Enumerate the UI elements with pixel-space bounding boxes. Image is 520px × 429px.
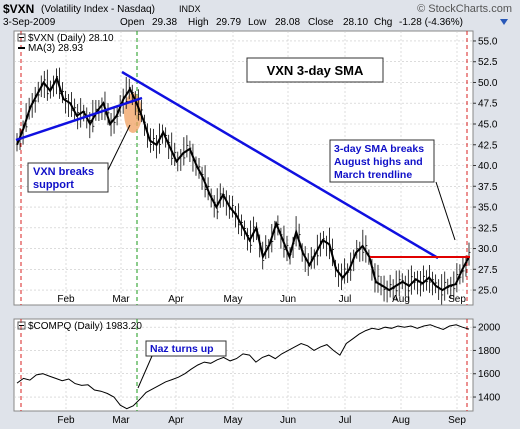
upper-x-tick-label: May [224,294,243,305]
breaks-annotation-line1: 3-day SMA breaks [334,143,424,155]
lower-x-tick-label: Apr [168,415,184,426]
support-pointer [107,124,131,171]
upper-y-tick-label: 27.5 [478,265,498,276]
close-label: Close [308,17,334,28]
upper-x-tick-label: Aug [392,294,410,305]
upper-y-tick-label: 47.5 [478,99,498,110]
lower-y-axis: 1400 1600 1800 2000 [473,323,501,404]
high-value: 29.79 [216,17,241,28]
legend-compq: $COMPQ (Daily) 1983.20 [28,321,142,332]
low-value: 28.08 [275,17,300,28]
legend-box-compq [17,321,26,330]
upper-y-tick-label: 35.0 [478,203,498,214]
upper-y-tick-label: 42.5 [478,140,498,151]
open-label: Open [120,17,144,28]
lower-x-tick-label: Jul [339,415,352,426]
naz-annotation-box [145,340,227,357]
march-trendline [121,70,439,260]
upper-x-tick-label: Jun [280,294,296,305]
support-annotation-line2: support [33,179,74,191]
source-label: © StockCharts.com [417,3,512,15]
lower-y-tick-label: 1800 [478,346,501,357]
naz-pointer [137,355,153,389]
naz-annotation: Naz turns up [150,343,214,355]
close-value: 28.10 [343,17,368,28]
legend-sma: MA(3) 28.93 [28,43,83,54]
legend-vxn: $VXN (Daily) 28.10 [28,33,114,44]
high-label: High [188,17,209,28]
breaks-annotation-line3: March trendline [334,169,412,181]
upper-y-tick-label: 55.0 [478,36,498,47]
upper-y-tick-label: 40.0 [478,161,498,172]
title-annotation: VXN 3-day SMA [267,63,364,78]
chg-label: Chg [374,17,392,28]
upper-x-tick-label: Sep [448,294,466,305]
support-annotation-line1: VXN breaks [33,166,94,178]
upper-x-tick-label: Jul [339,294,352,305]
upper-y-tick-label: 30.0 [478,244,498,255]
lower-x-tick-label: Sep [448,415,466,426]
upper-x-tick-label: Feb [57,294,75,305]
upper-x-tick-label: Mar [112,294,130,305]
lower-event-lines [20,319,468,411]
chevron-down-icon[interactable] [500,19,508,25]
lower-x-tick-label: May [224,415,243,426]
open-value: 29.38 [152,17,177,28]
low-label: Low [248,17,267,28]
upper-y-tick-label: 50.0 [478,78,498,89]
lower-x-tick-label: Feb [57,415,75,426]
upper-y-tick-label: 32.5 [478,223,498,234]
support-annotation-box [27,162,109,193]
upper-event-lines [20,31,468,305]
lower-x-tick-label: Mar [112,415,130,426]
breaks-pointer [435,181,456,241]
upper-y-tick-label: 45.0 [478,119,498,130]
upper-x-tick-label: Apr [168,294,184,305]
description-label: (Volatility Index - Nasdaq) [41,4,155,15]
lower-y-tick-label: 2000 [478,323,501,334]
lower-y-tick-label: 1400 [478,393,501,404]
lower-y-tick-label: 1600 [478,369,501,380]
chg-value: -1.28 (-4.36%) [399,17,463,28]
upper-x-axis: Feb Mar Apr May Jun Jul Aug Sep [57,294,466,305]
sma-line [16,75,470,292]
date-label: 3-Sep-2009 [3,17,56,28]
legend-box-vxn [17,33,26,42]
upper-y-tick-label: 37.5 [478,182,498,193]
upper-y-axis: 25.0 27.5 30.0 32.5 35.0 37.5 40.0 42.5 45.0 47.5… [473,36,498,297]
lower-x-axis: Feb Mar Apr May Jun Jul Aug Sep [57,415,466,426]
lower-x-tick-label: Jun [280,415,296,426]
symbol-label: $VXN [3,2,34,16]
upper-y-tick-label: 25.0 [478,286,498,297]
breaks-annotation-box [329,139,435,183]
upper-y-tick-label: 52.5 [478,57,498,68]
compq-line [16,324,470,410]
rising-trendline [15,96,143,142]
title-annotation-box [246,57,384,83]
lower-x-tick-label: Aug [392,415,410,426]
lower-grid [14,319,473,411]
lower-plot-area [13,318,474,412]
exchange-label: INDX [179,4,201,14]
breaks-annotation-line2: August highs and [334,156,423,168]
